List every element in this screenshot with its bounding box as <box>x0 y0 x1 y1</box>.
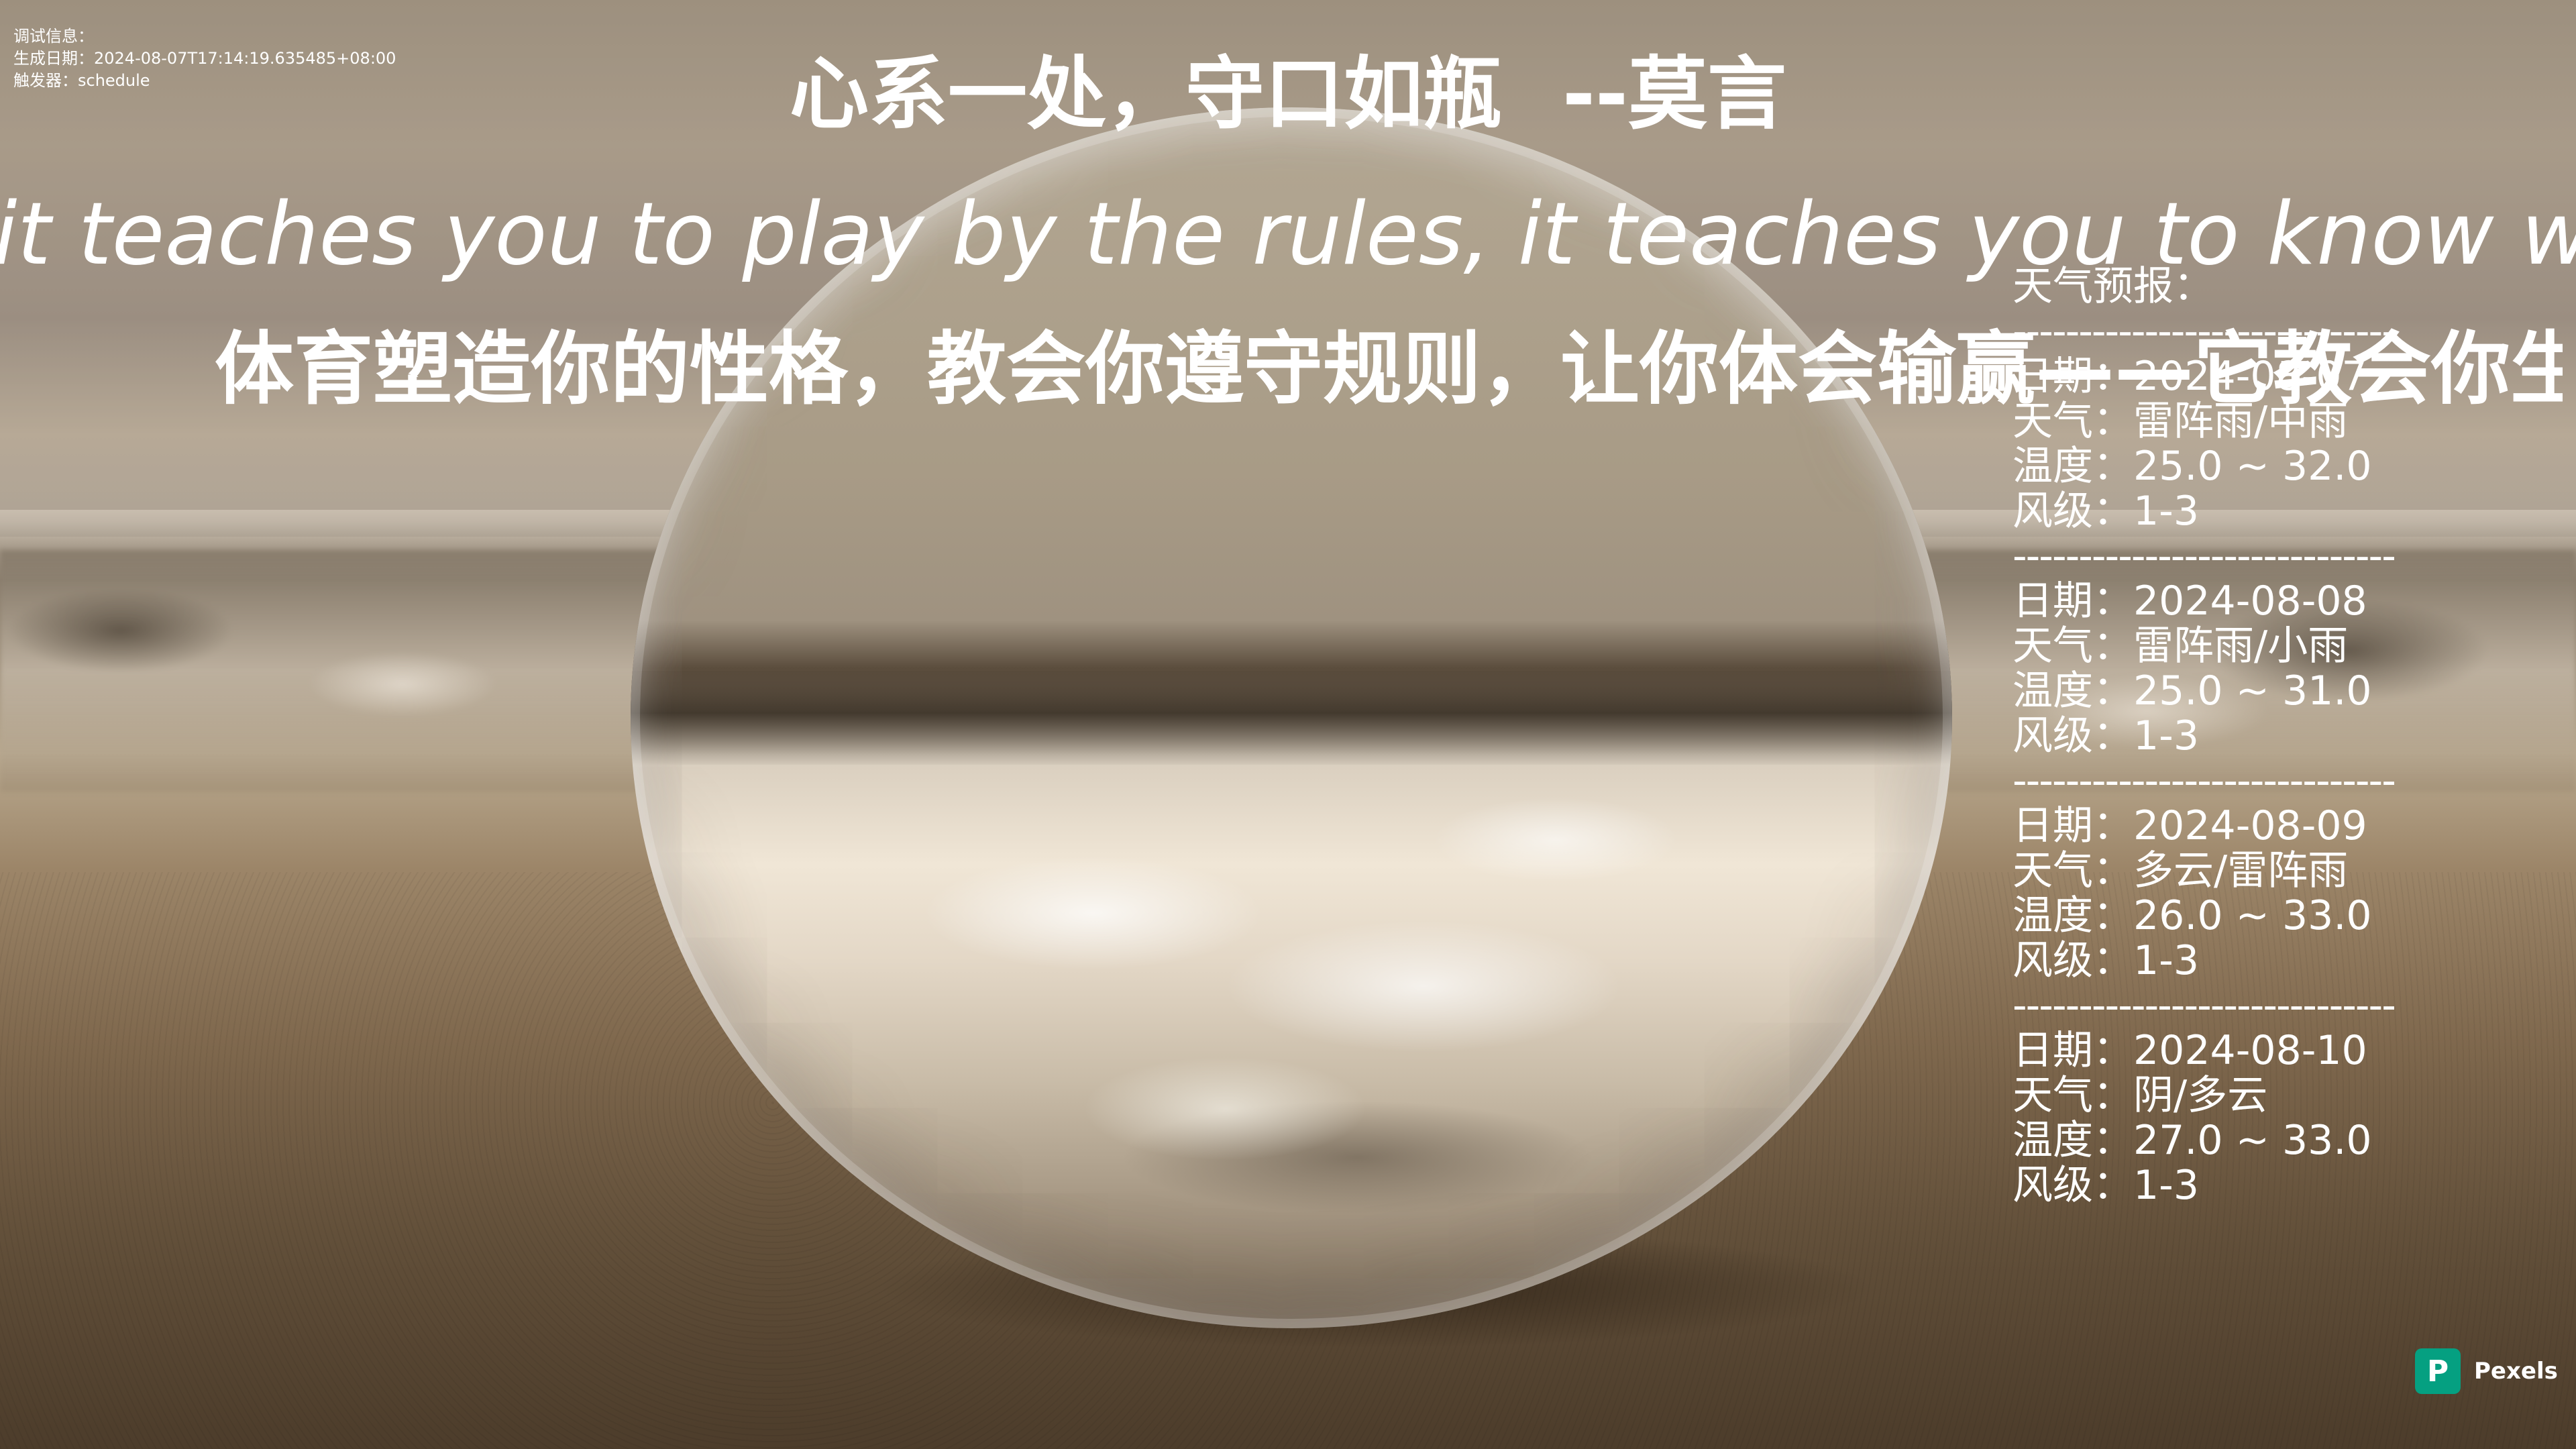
weather-heading: 天气预报： <box>2012 263 2214 310</box>
weather-day-wind: 风级：1-3 <box>2012 1162 2199 1209</box>
weather-day-wind: 风级：1-3 <box>2012 488 2199 535</box>
sentence-english-line: it teaches you to play by the rules, it … <box>0 181 2576 288</box>
weather-separator: ----------------------------- <box>2012 983 2396 1028</box>
sentence-english: it teaches you to play by the rules, it … <box>0 184 2576 284</box>
weather-day-date: 日期：2024-08-07 <box>2012 353 2367 400</box>
weather-day-date: 日期：2024-08-10 <box>2012 1027 2367 1074</box>
weather-day-date: 日期：2024-08-08 <box>2012 578 2367 625</box>
quote-text: 心系一处，守口如瓶 <box>790 48 1503 140</box>
debug-generated: 生成日期：2024-08-07T17:14:19.635485+08:00 <box>13 49 396 68</box>
quote-author: --莫言 <box>1562 48 1786 140</box>
pexels-logo-icon: P <box>2415 1348 2461 1394</box>
weather-day-temperature: 温度：27.0 ~ 33.0 <box>2012 1117 2372 1164</box>
debug-trigger: 触发器：schedule <box>13 71 150 90</box>
weather-day-temperature: 温度：26.0 ~ 33.0 <box>2012 892 2372 939</box>
weather-day-date: 日期：2024-08-09 <box>2012 802 2367 849</box>
weather-day-temperature: 温度：25.0 ~ 32.0 <box>2012 443 2372 490</box>
weather-separator: ----------------------------- <box>2012 534 2396 579</box>
sentence-chinese: 体育塑造你的性格，教会你遵守规则，让你体会输赢——它教会你生活。 <box>215 323 2563 415</box>
debug-label: 调试信息： <box>13 27 94 46</box>
weather-day-wind: 风级：1-3 <box>2012 937 2199 984</box>
weather-day-condition: 天气：雷阵雨/小雨 <box>2012 623 2349 669</box>
quote-title: 心系一处，守口如瓶 --莫言 <box>0 40 2576 148</box>
debug-info: 调试信息： 生成日期：2024-08-07T17:14:19.635485+08… <box>13 25 396 92</box>
weather-separator: ----------------------------- <box>2012 759 2396 804</box>
weather-day-temperature: 温度：25.0 ~ 31.0 <box>2012 667 2372 714</box>
weather-separator: ----------------------------- <box>2012 309 2396 354</box>
weather-day-condition: 天气：多云/雷阵雨 <box>2012 847 2349 894</box>
weather-forecast: 天气预报： ----------------------------- 日期：2… <box>2012 264 2442 1208</box>
weather-day-condition: 天气：阴/多云 <box>2012 1072 2268 1119</box>
lensball <box>631 107 1952 1328</box>
lensball-rim <box>631 107 1952 1328</box>
pexels-watermark: P Pexels <box>2415 1348 2558 1394</box>
lensball-clouds <box>631 107 1952 1328</box>
weather-day-condition: 天气：雷阵雨/中雨 <box>2012 398 2349 445</box>
pexels-name: Pexels <box>2474 1358 2558 1385</box>
weather-day-wind: 风级：1-3 <box>2012 712 2199 759</box>
sentence-chinese-line: 体育塑造你的性格，教会你遵守规则，让你体会输赢——它教会你生活。 <box>215 315 2563 423</box>
